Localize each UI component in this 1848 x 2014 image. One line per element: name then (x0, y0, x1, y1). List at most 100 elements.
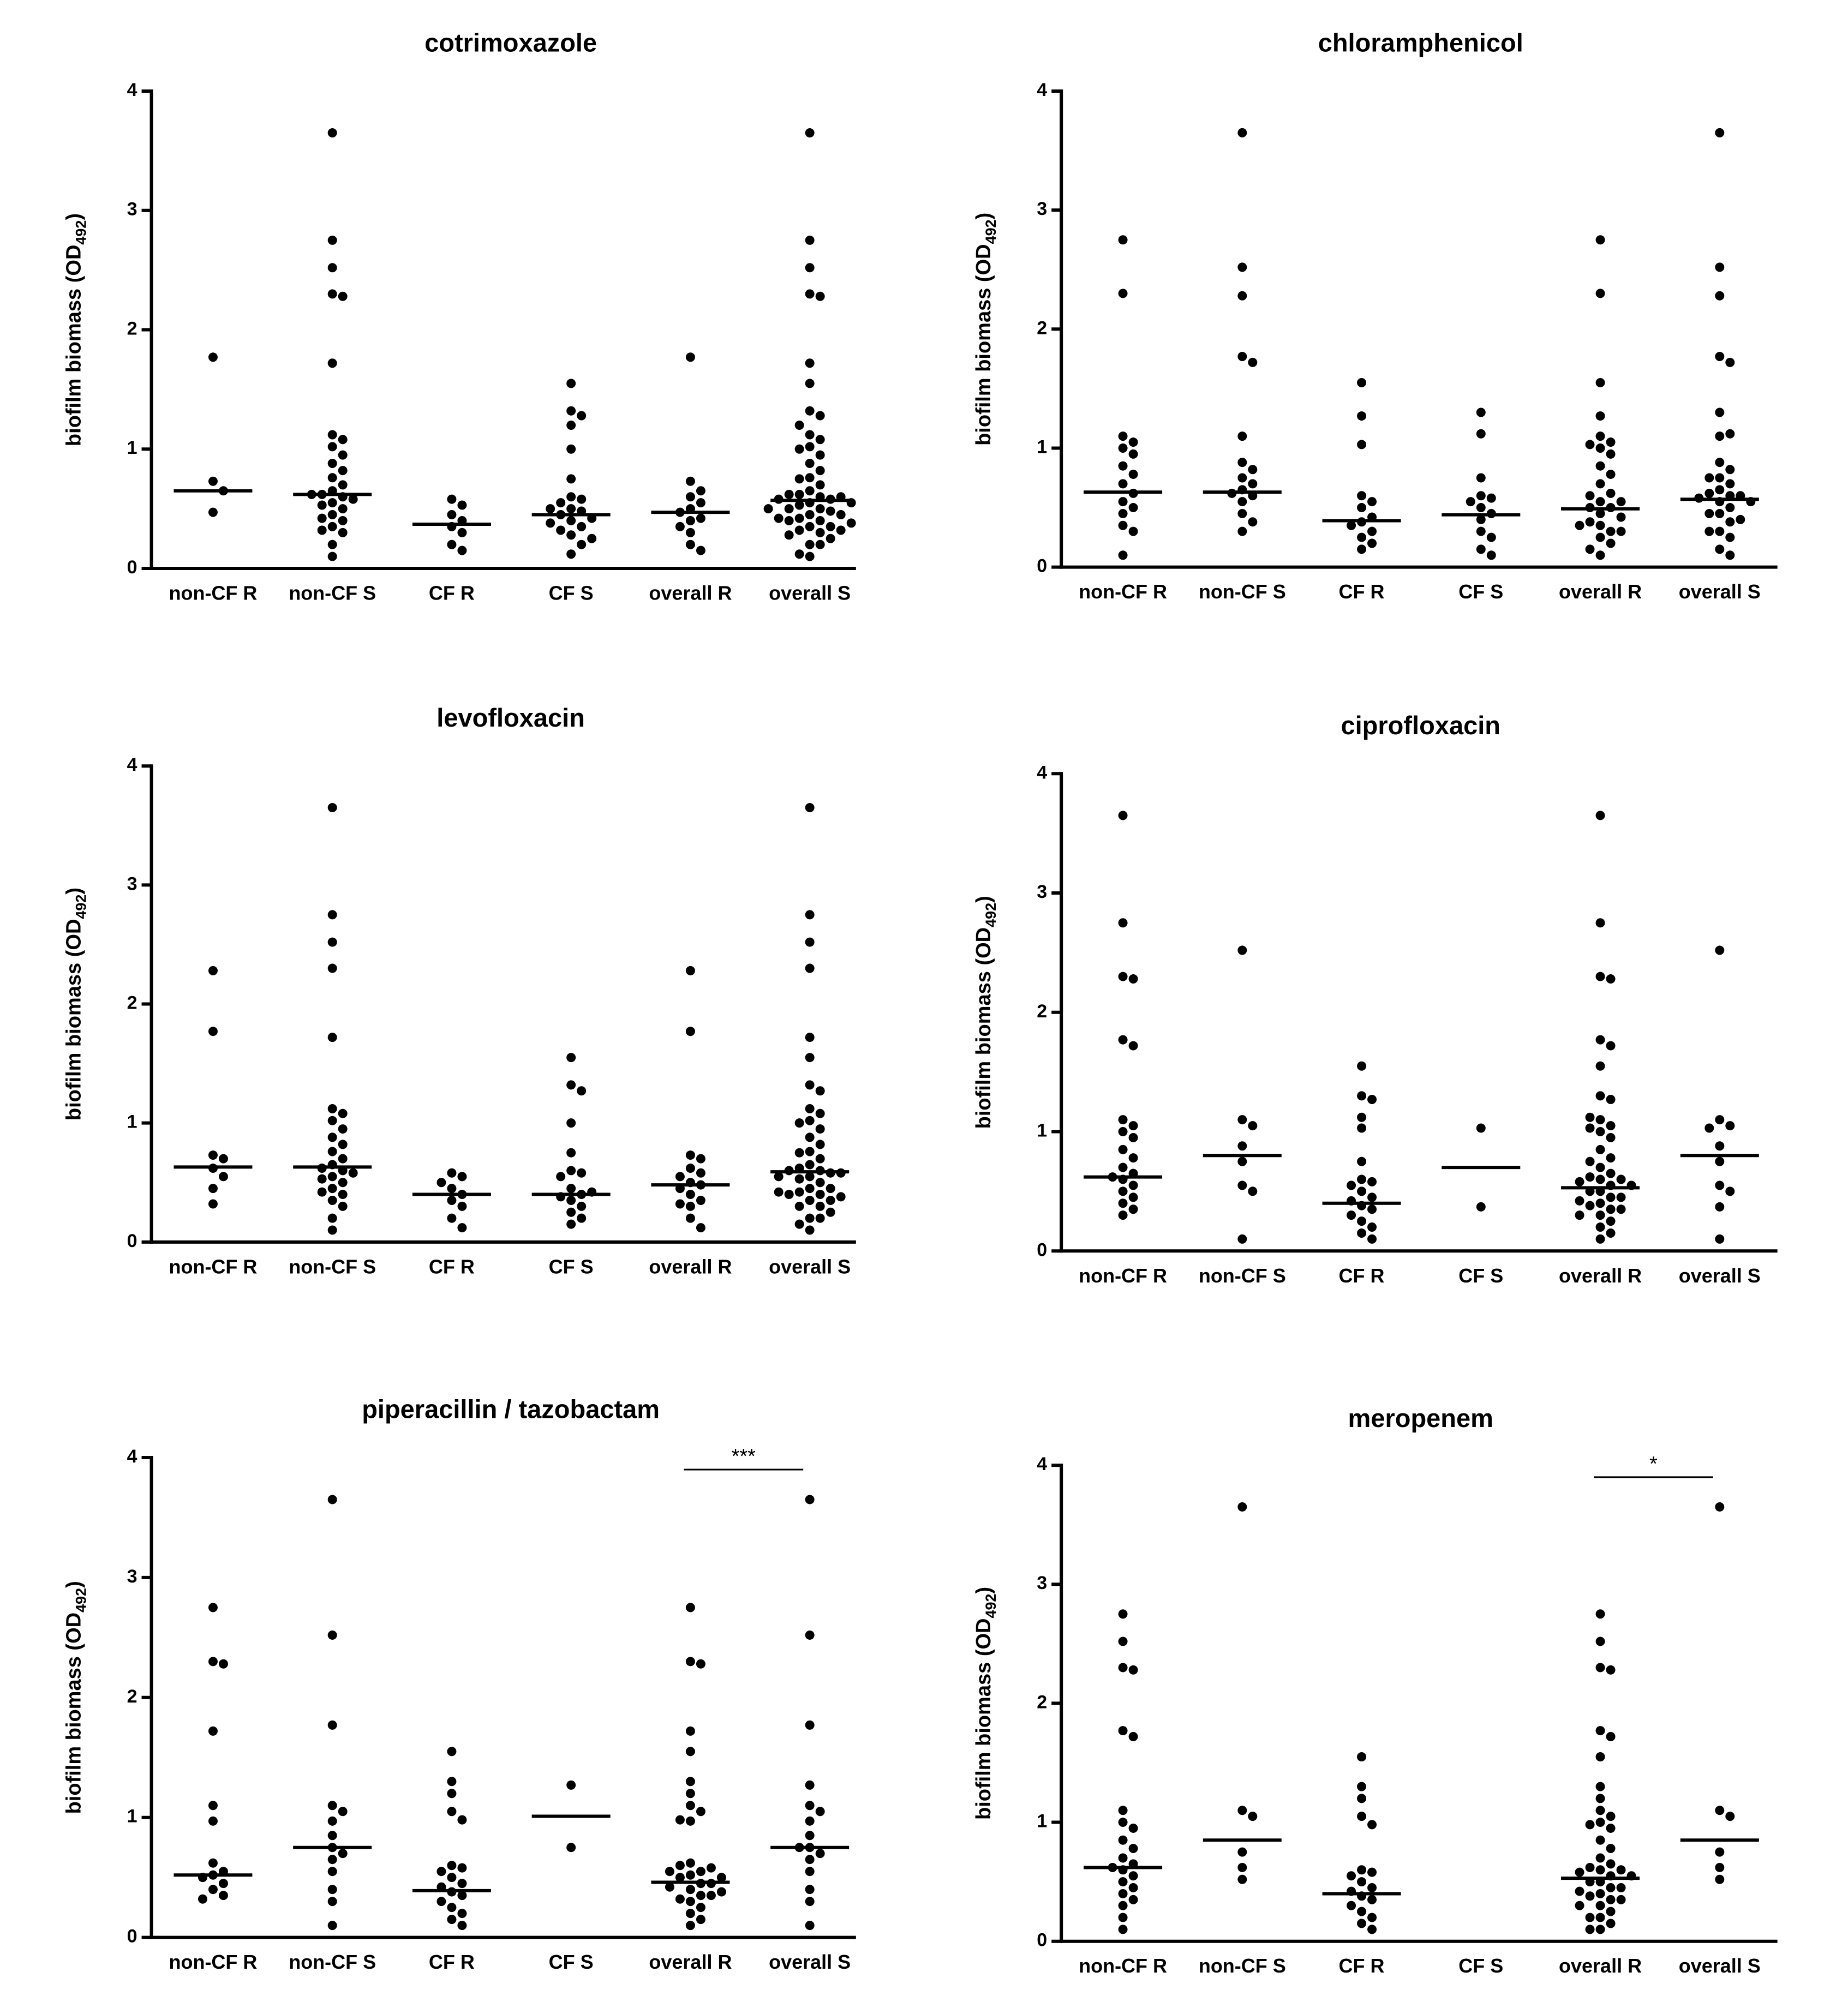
data-point (784, 504, 794, 514)
y-axis-label-part: 492 (983, 219, 999, 244)
data-point (1248, 517, 1258, 527)
data-point (1237, 1847, 1247, 1857)
data-point (1357, 1752, 1367, 1762)
data-point (1595, 1818, 1605, 1827)
data-point (1595, 289, 1605, 298)
data-point (1128, 1180, 1138, 1190)
data-point (1347, 1180, 1356, 1190)
data-point (1367, 1820, 1377, 1830)
data-point (1606, 1907, 1616, 1916)
data-point (218, 1154, 228, 1164)
data-point (1118, 1925, 1128, 1934)
chart-title: cotrimoxazole (424, 28, 597, 57)
data-point (1357, 532, 1367, 542)
data-point (327, 963, 337, 973)
data-point (815, 1108, 825, 1118)
data-point (1715, 1874, 1725, 1884)
data-point (447, 1807, 457, 1817)
data-point (794, 420, 804, 430)
data-point (805, 1225, 815, 1235)
data-point (1347, 1901, 1356, 1910)
data-point (218, 1172, 228, 1182)
data-point (457, 1879, 467, 1889)
data-point (685, 1027, 695, 1036)
x-tick-label: CF R (1339, 1264, 1385, 1287)
data-point (1595, 1115, 1605, 1125)
data-point (1128, 503, 1138, 513)
data-point (327, 1630, 337, 1640)
data-point (1595, 479, 1605, 489)
data-point (1248, 465, 1258, 475)
data-point (1715, 431, 1725, 441)
data-point (805, 1831, 815, 1841)
data-point (1357, 1123, 1367, 1133)
y-axis-label-part: ) (63, 888, 86, 895)
data-point (1248, 479, 1258, 489)
data-point (338, 1154, 348, 1164)
data-point (1118, 443, 1128, 453)
data-point (1367, 1204, 1377, 1214)
data-point (447, 1903, 457, 1913)
data-point (1128, 1871, 1138, 1881)
data-point (1248, 357, 1258, 367)
data-point (846, 518, 856, 528)
data-point (1606, 1204, 1616, 1214)
data-point (327, 1195, 337, 1205)
data-point (716, 1887, 726, 1897)
data-point (1118, 811, 1128, 820)
data-point (1237, 1180, 1247, 1190)
data-point (805, 1195, 815, 1205)
data-point (1466, 497, 1475, 507)
data-point (566, 444, 576, 454)
data-point (815, 291, 825, 301)
y-tick-label: 3 (1037, 1573, 1047, 1593)
data-point (1357, 1907, 1367, 1916)
data-point (1595, 1752, 1605, 1762)
data-point (208, 1184, 218, 1194)
y-tick-label: 3 (1037, 882, 1047, 902)
data-point (706, 1863, 716, 1873)
data-point (1118, 1877, 1128, 1887)
data-point (685, 1858, 695, 1868)
data-point (1118, 1889, 1128, 1898)
data-point (1367, 526, 1377, 536)
data-point (805, 1184, 815, 1194)
y-tick-label: 3 (1037, 199, 1047, 219)
data-point (1237, 1115, 1247, 1125)
data-point (566, 1080, 576, 1090)
data-point (1606, 469, 1616, 479)
data-point (1725, 550, 1735, 560)
data-point (327, 803, 337, 813)
x-tick-label: overall R (649, 1255, 732, 1278)
data-point (1616, 1174, 1626, 1184)
data-point (546, 518, 555, 528)
x-tick-label: non-CF R (1079, 1264, 1167, 1287)
data-point (1606, 1812, 1616, 1821)
data-point (1237, 526, 1247, 536)
data-point (1118, 918, 1128, 928)
data-point (1118, 1144, 1128, 1154)
data-point (1357, 1865, 1367, 1875)
data-point (348, 494, 358, 504)
data-point (1705, 526, 1714, 536)
data-point (1595, 1853, 1605, 1863)
data-point (1367, 1913, 1377, 1922)
y-axis-label-part: ) (972, 1587, 995, 1594)
data-point (327, 263, 337, 273)
data-point (815, 1849, 825, 1859)
data-point (1357, 1794, 1367, 1803)
data-point (805, 1921, 815, 1931)
data-point (1367, 538, 1377, 548)
data-point (447, 494, 457, 504)
data-point (338, 450, 348, 460)
data-point (1715, 544, 1725, 554)
data-point (1118, 1818, 1128, 1827)
data-point (1118, 508, 1128, 518)
data-point (1606, 1895, 1616, 1904)
data-point (805, 1816, 815, 1826)
data-point (208, 1150, 218, 1160)
data-point (794, 444, 804, 454)
data-point (836, 510, 846, 520)
data-point (447, 1168, 457, 1178)
